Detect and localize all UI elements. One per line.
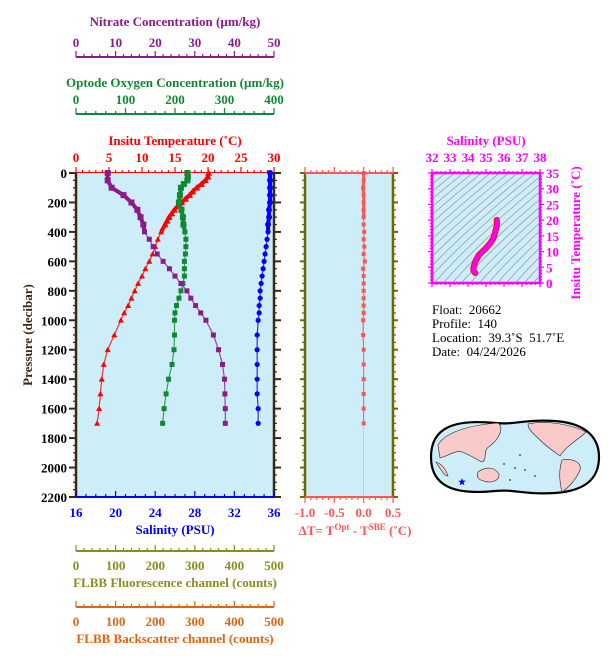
ts-temperature-tick: 35 bbox=[546, 166, 560, 181]
tick-label: 0 bbox=[73, 558, 80, 573]
pressure-tick-label: 200 bbox=[48, 195, 68, 210]
delta-t-tick-label: 0.5 bbox=[385, 505, 402, 520]
tick-label: 20 bbox=[202, 150, 215, 165]
ts-salinity-tick: 34 bbox=[462, 150, 476, 165]
pressure-tick-label: 1600 bbox=[41, 402, 67, 417]
tick-label: 0 bbox=[73, 614, 80, 629]
pressure-tick-label: 1800 bbox=[41, 431, 67, 446]
tick-label: 400 bbox=[225, 558, 245, 573]
axis-title: Nitrate Concentration (µm/kg) bbox=[90, 14, 261, 29]
tick-label: 0 bbox=[73, 92, 80, 107]
ts-salinity-tick: 35 bbox=[480, 150, 494, 165]
ts-temperature-tick: 30 bbox=[546, 182, 559, 197]
pressure-tick-label: 0 bbox=[61, 166, 68, 181]
series-salinity bbox=[254, 170, 274, 426]
delta-t-tick-label: -1.0 bbox=[295, 505, 316, 520]
delta-t-plot: -1.0 -0.5 0.0 0.5 ΔT= TOpt - TSBE (˚C) bbox=[295, 167, 412, 538]
tick-label: 100 bbox=[106, 558, 126, 573]
pressure-tick-label: 1400 bbox=[41, 372, 67, 387]
world-map bbox=[429, 419, 601, 495]
pressure-axis-title: Pressure (decibar) bbox=[20, 284, 35, 386]
tick-label: 20 bbox=[149, 35, 162, 50]
tick-label: 200 bbox=[145, 558, 165, 573]
tick-label: 100 bbox=[106, 614, 126, 629]
ts-salinity-tick: 32 bbox=[426, 150, 439, 165]
delta-t-tick-label: -0.5 bbox=[324, 505, 345, 520]
tick-label: 200 bbox=[165, 92, 185, 107]
ts-salinity-tick: 37 bbox=[516, 150, 530, 165]
salinity-axis: 16 20 24 28 32 36 Salinity (PSU) bbox=[70, 491, 282, 537]
tick-label: 400 bbox=[264, 92, 284, 107]
pressure-tick-label: 400 bbox=[48, 225, 68, 240]
ts-temperature-tick: 5 bbox=[546, 260, 553, 275]
ts-temperature-tick: 20 bbox=[546, 213, 559, 228]
tick-label: 500 bbox=[264, 558, 284, 573]
ts-temperature-tick: 25 bbox=[546, 197, 560, 212]
ts-temperature-tick: 10 bbox=[546, 245, 559, 260]
delta-t-axis-title: ΔT= TOpt - TSBE (˚C) bbox=[299, 522, 412, 538]
tick-label: 50 bbox=[268, 35, 281, 50]
delta-t-tick-label: 0.0 bbox=[356, 505, 372, 520]
pressure-tick-label: 2000 bbox=[41, 461, 67, 476]
axis-title: FLBB Backscatter channel (counts) bbox=[76, 631, 273, 646]
float-location: Location: 39.3˚S 51.7˚E bbox=[432, 330, 565, 345]
ts-salinity-title: Salinity (PSU) bbox=[446, 133, 525, 148]
ts-temperature-tick: 15 bbox=[546, 229, 560, 244]
series-nitrate bbox=[104, 170, 228, 426]
oxygen-axis: 0 100 200 300 400 Optode Oxygen Concentration… bbox=[66, 75, 284, 115]
tick-label: 0 bbox=[73, 150, 80, 165]
tick-label: 0 bbox=[73, 35, 80, 50]
density-isolines bbox=[432, 173, 540, 283]
ts-diagram: 32 33 34 35 36 37 38 Salinity (PSU) 051015202530… bbox=[426, 133, 584, 300]
axis-title: Insitu Temperature (˚C) bbox=[108, 133, 241, 148]
profile-number: Profile: 140 bbox=[432, 316, 497, 331]
tick-label: 28 bbox=[188, 505, 202, 520]
series-temperature bbox=[94, 169, 213, 426]
axis-title: FLBB Fluorescence channel (counts) bbox=[73, 575, 277, 590]
float-info: Float: 20662 Profile: 140 Location: 39.3… bbox=[432, 303, 564, 359]
tick-label: 300 bbox=[215, 92, 235, 107]
tick-label: 200 bbox=[145, 614, 165, 629]
temperature-axis: 0 5 10 15 20 25 30 Insitu Temperature (˚C) bbox=[73, 133, 281, 174]
ts-temperature-title: Insitu Temperature (˚C) bbox=[568, 166, 583, 299]
tick-label: 300 bbox=[185, 614, 205, 629]
tick-label: 30 bbox=[268, 150, 281, 165]
ts-salinity-tick: 33 bbox=[444, 150, 458, 165]
ts-salinity-tick: 38 bbox=[534, 150, 548, 165]
nitrate-axis: 0 10 20 30 40 50 Nitrate Concentration (µm/kg) bbox=[73, 14, 281, 58]
tick-label: 15 bbox=[169, 150, 183, 165]
pressure-tick-label: 1000 bbox=[41, 313, 67, 328]
tick-label: 500 bbox=[264, 614, 284, 629]
tick-label: 20 bbox=[109, 505, 122, 520]
tick-label: 24 bbox=[149, 505, 163, 520]
pressure-tick-label: 2200 bbox=[41, 490, 67, 505]
tick-label: 25 bbox=[235, 150, 249, 165]
tick-label: 10 bbox=[109, 35, 122, 50]
tick-label: 300 bbox=[185, 558, 205, 573]
ts-salinity-tick: 36 bbox=[498, 150, 512, 165]
profile-date: Date: 04/24/2026 bbox=[432, 344, 526, 359]
axis-title: Salinity (PSU) bbox=[135, 522, 214, 537]
pressure-tick-label: 600 bbox=[48, 254, 68, 269]
main-profile-plot: 0 200 400 600 800 1000 1200 1400 1600 1800 2000 220… bbox=[20, 166, 281, 505]
tick-label: 16 bbox=[70, 505, 84, 520]
ts-temperature-tick: 0 bbox=[546, 276, 553, 291]
tick-label: 10 bbox=[136, 150, 149, 165]
tick-label: 100 bbox=[116, 92, 136, 107]
tick-label: 36 bbox=[268, 505, 282, 520]
tick-label: 40 bbox=[228, 35, 241, 50]
tick-label: 30 bbox=[188, 35, 201, 50]
fluorescence-axis: 0 100 200 300 400 500 FLBB Fluorescence channe… bbox=[73, 545, 284, 590]
axis-title: Optode Oxygen Concentration (µm/kg) bbox=[66, 75, 284, 90]
float-id: Float: 20662 bbox=[432, 302, 502, 317]
series-oxygen bbox=[160, 170, 191, 426]
tick-label: 5 bbox=[106, 150, 113, 165]
backscatter-axis: 0 100 200 300 400 500 FLBB Backscatter channel… bbox=[73, 601, 284, 646]
tick-label: 32 bbox=[228, 505, 241, 520]
pressure-tick-label: 1200 bbox=[41, 343, 67, 358]
pressure-tick-label: 800 bbox=[48, 284, 68, 299]
tick-label: 400 bbox=[225, 614, 245, 629]
float-location-star-icon bbox=[458, 478, 466, 486]
